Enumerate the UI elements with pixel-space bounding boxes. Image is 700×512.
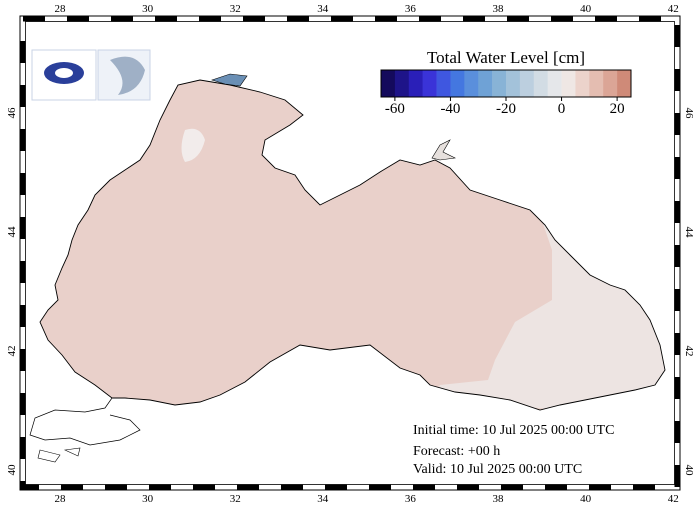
colorbar-tick-label: 0: [558, 101, 566, 117]
colorbar-segment: [478, 70, 493, 97]
lat-label-left: 40: [6, 464, 18, 476]
colorbar-segment: [575, 70, 590, 97]
lon-label-top: 38: [493, 3, 505, 15]
info-initial-time: Initial time: 10 Jul 2025 00:00 UTC: [413, 423, 614, 438]
info-forecast: Forecast: +00 h: [413, 444, 500, 459]
lat-label-left: 42: [6, 346, 18, 357]
colorbar-tick-label: 20: [610, 101, 625, 117]
sea-patch: [181, 128, 205, 162]
lon-label-top: 30: [142, 3, 154, 15]
info-valid: Valid: 10 Jul 2025 00:00 UTC: [413, 462, 582, 477]
colorbar-segment: [436, 70, 451, 97]
frame-inner: [25, 21, 675, 485]
lat-label-left: 44: [6, 226, 18, 238]
colorbar-segment: [589, 70, 604, 97]
lon-label-bottom: 38: [493, 493, 505, 505]
colorbar-segment: [464, 70, 479, 97]
frame: [19, 15, 681, 491]
lon-label-bottom: 30: [142, 493, 154, 505]
colorbar-segment: [617, 70, 632, 97]
lat-label-right: 42: [683, 346, 695, 357]
logos: [31, 49, 151, 101]
colorbar-tick-label: -20: [496, 101, 516, 117]
colorbar-segment: [492, 70, 507, 97]
azov-sea: [211, 73, 248, 87]
lon-label-bottom: 40: [580, 493, 592, 505]
colorbar-segment: [561, 70, 576, 97]
colorbar: -60 -40 -20 0 20: [380, 69, 632, 117]
colorbar-segment: [381, 70, 396, 97]
lat-label-right: 40: [683, 465, 695, 477]
lon-label-bottom: 28: [55, 493, 67, 505]
islands: [37, 447, 81, 463]
colorbar-segment: [450, 70, 465, 97]
lon-label-top: 28: [55, 3, 67, 15]
lon-label-top: 42: [668, 3, 679, 15]
lon-label-bottom: 32: [230, 493, 241, 505]
colorbar-segment: [533, 70, 548, 97]
lon-label-top: 36: [405, 3, 417, 15]
land-outline: [29, 397, 141, 446]
lon-label-bottom: 36: [405, 493, 417, 505]
colorbar-segment: [603, 70, 618, 97]
colorbar-segment: [408, 70, 423, 97]
colorbar-segment: [422, 70, 437, 97]
colorbar-segment: [547, 70, 562, 97]
lat-label-right: 44: [683, 227, 695, 239]
lat-label-left: 46: [6, 107, 18, 119]
lon-label-top: 40: [580, 3, 592, 15]
lake: [431, 139, 457, 161]
frame-ticks: [20, 16, 680, 490]
lon-label-bottom: 34: [317, 493, 329, 505]
logo-left-mark-inner: [55, 68, 73, 78]
lon-label-bottom: 42: [668, 493, 679, 505]
lon-label-top: 34: [317, 3, 329, 15]
colorbar-tick-label: -40: [440, 101, 460, 117]
colorbar-segment: [519, 70, 535, 97]
lat-label-right: 46: [683, 108, 695, 120]
colorbar-tick-label: -60: [385, 101, 405, 117]
colorbar-segment: [506, 70, 521, 97]
coastline: [39, 79, 666, 411]
lon-label-top: 32: [230, 3, 241, 15]
colorbar-title: Total Water Level [cm]: [427, 48, 585, 67]
logo-right-mark: [110, 56, 145, 95]
colorbar-segment: [394, 70, 410, 97]
